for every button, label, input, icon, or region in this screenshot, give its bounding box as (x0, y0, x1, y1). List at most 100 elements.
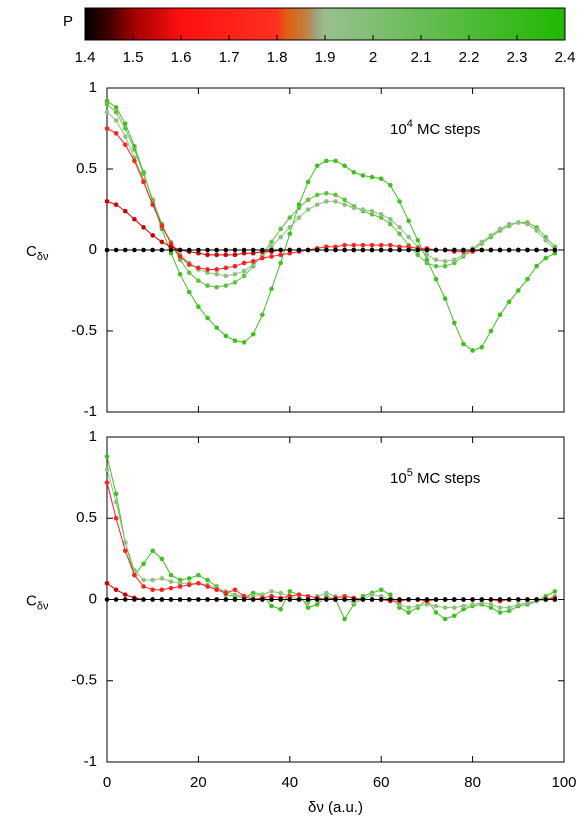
data-point (150, 233, 155, 238)
data-point (186, 270, 192, 275)
data-point (296, 597, 302, 602)
data-point (424, 252, 430, 258)
data-point (351, 169, 357, 175)
data-point (232, 272, 238, 277)
data-point (159, 597, 165, 602)
data-point (104, 467, 110, 472)
annotation-base: 10 (390, 470, 407, 487)
data-point (296, 247, 302, 253)
data-point (177, 597, 183, 602)
colorbar-tick-label: 1.9 (315, 49, 336, 66)
data-point (314, 247, 320, 253)
data-point (342, 616, 347, 622)
data-point (369, 247, 375, 253)
data-point (388, 247, 393, 253)
data-point (415, 597, 421, 602)
colorbar-tick-label: 1.8 (267, 49, 288, 66)
data-point (324, 597, 329, 602)
data-point (534, 225, 539, 230)
data-point (223, 333, 229, 339)
data-point (141, 171, 146, 177)
data-point (415, 247, 421, 253)
data-point (516, 220, 521, 225)
data-point (250, 262, 256, 267)
data-point (534, 263, 539, 269)
x-tick-label: 60 (373, 774, 390, 791)
data-point (159, 587, 165, 593)
data-point (232, 263, 238, 269)
data-point (113, 597, 119, 602)
annotation: 105 MC steps (390, 467, 480, 487)
data-point (333, 192, 338, 198)
data-point (497, 610, 503, 615)
data-point (241, 250, 247, 256)
data-point (104, 247, 110, 253)
data-point (141, 179, 146, 185)
data-point (223, 252, 229, 258)
data-point (196, 304, 201, 310)
data-point (397, 597, 402, 602)
data-point (442, 616, 448, 622)
data-point (177, 257, 183, 263)
data-point (250, 597, 256, 602)
data-point (351, 597, 357, 602)
data-point (223, 265, 229, 271)
data-point (506, 608, 512, 614)
x-tick-label: 80 (464, 774, 481, 791)
data-point (214, 272, 219, 277)
data-point (132, 158, 137, 164)
data-point (269, 603, 274, 609)
data-point (132, 597, 137, 602)
data-point (296, 205, 302, 211)
data-point (205, 267, 210, 272)
data-point (452, 613, 457, 619)
data-point (113, 131, 119, 136)
y-axis-label-sub: δν (37, 251, 49, 263)
data-point (278, 260, 283, 266)
data-point (196, 597, 201, 602)
annotation-suffix: MC steps (413, 470, 481, 487)
data-point (324, 244, 329, 250)
data-point (122, 208, 128, 214)
data-point (424, 260, 430, 266)
colorbar-segment (109, 8, 134, 40)
colorbar-segment (181, 8, 278, 40)
data-point (415, 252, 421, 258)
data-point (232, 280, 238, 285)
data-point (241, 260, 247, 266)
data-point (324, 247, 329, 253)
data-point (479, 344, 485, 350)
data-point (461, 252, 466, 258)
data-point (305, 179, 311, 185)
data-point (269, 597, 274, 602)
data-point (150, 587, 155, 593)
y-tick-label: 1 (89, 428, 97, 445)
data-point (525, 247, 530, 253)
data-point (506, 299, 512, 305)
data-point (552, 244, 558, 250)
data-point (506, 597, 512, 602)
data-point (113, 202, 119, 207)
data-point (223, 283, 229, 288)
data-point (333, 199, 338, 204)
data-point (314, 202, 320, 207)
data-point (141, 577, 146, 583)
data-point (314, 602, 320, 607)
data-point (296, 202, 302, 207)
data-point (506, 221, 512, 227)
data-point (516, 597, 521, 602)
data-point (470, 247, 475, 253)
data-point (314, 597, 320, 602)
data-point (241, 273, 247, 279)
colorbar-segment (305, 8, 316, 40)
data-point (369, 242, 375, 248)
data-point (452, 597, 457, 602)
data-point (104, 126, 110, 131)
data-point (269, 286, 274, 292)
data-point (122, 592, 128, 597)
data-point (516, 602, 521, 607)
data-point (305, 593, 311, 599)
data-point (104, 454, 110, 459)
data-point (177, 580, 183, 586)
